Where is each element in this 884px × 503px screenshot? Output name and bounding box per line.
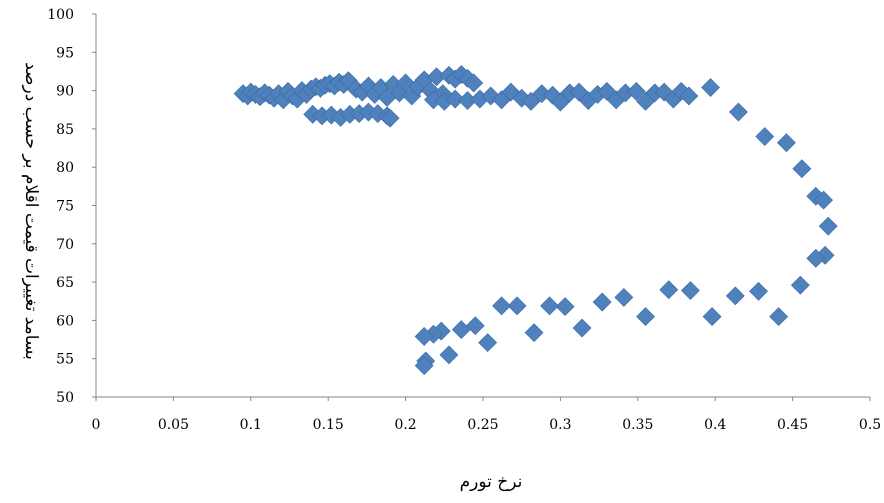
x-tick-label: 0 [92,417,101,433]
data-point [451,320,471,340]
data-point [790,275,810,295]
x-axis-title: نرخ تورم [460,472,523,492]
data-point [806,248,826,268]
data-point [728,102,748,122]
data-point [792,159,812,179]
data-point [464,73,484,93]
data-point [679,86,699,106]
x-tick-label: 0.45 [777,417,808,433]
data-point [659,280,679,300]
data-point [414,356,434,376]
y-tick-label: 55 [56,352,74,368]
y-tick-label: 50 [56,390,74,406]
data-point [776,133,796,153]
data-point [521,91,541,111]
y-tick-label: 100 [47,7,74,23]
x-tick-label: 0.1 [240,417,262,433]
data-point [626,81,646,101]
data-point [465,316,485,336]
data-point [725,286,745,306]
data-point [755,127,775,146]
data-point [507,296,527,316]
data-point [478,333,498,353]
data-point [749,281,768,301]
data-point [636,307,655,326]
data-point [380,108,400,128]
y-tick-label: 60 [56,313,74,329]
data-points [233,65,838,376]
data-point [492,296,512,316]
data-point [592,292,612,312]
y-tick-label: 70 [56,237,74,253]
y-tick-labels: 50 55 60 65 70 75 80 85 90 95 100 [47,7,96,406]
x-tick-label: 0.3 [549,417,571,433]
data-point [614,287,634,307]
x-tick-label: 0.25 [467,417,498,433]
x-tick-label: 0.4 [704,417,726,433]
y-tick-label: 75 [56,199,74,215]
data-point [524,323,544,343]
data-point [445,89,465,109]
data-point [555,297,575,317]
y-tick-label: 85 [56,122,74,138]
y-tick-label: 95 [56,45,74,61]
x-tick-label: 0.15 [313,417,344,433]
y-axis-title: بسامد تغییرات قیمت اقلام بر حسب درصد [21,62,41,360]
data-point [414,327,434,346]
data-point [550,92,570,112]
y-tick-label: 65 [56,275,74,291]
data-point [769,307,789,326]
x-tick-label: 0.5 [859,417,881,433]
x-tick-label: 0.05 [158,417,189,433]
x-tick-label: 0.2 [394,417,416,433]
x-tick-labels: 0 0.05 0.1 0.15 0.2 0.25 0.3 0.35 0.4 0.45 0.5 [92,397,881,433]
x-tick-label: 0.35 [622,417,653,433]
y-tick-label: 80 [56,160,74,176]
data-point [818,216,838,236]
data-point [702,307,722,326]
data-point [701,78,720,97]
data-point [572,318,592,338]
data-point [439,345,459,365]
data-point [540,296,559,316]
y-tick-label: 90 [56,84,74,100]
data-point [814,190,833,210]
data-point [681,281,700,300]
